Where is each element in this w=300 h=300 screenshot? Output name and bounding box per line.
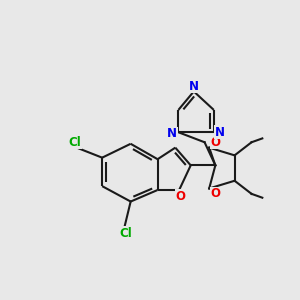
Text: N: N <box>215 126 225 139</box>
Text: N: N <box>167 127 177 140</box>
Text: Cl: Cl <box>120 226 132 240</box>
Text: O: O <box>210 187 220 200</box>
Text: Cl: Cl <box>69 136 82 149</box>
Text: N: N <box>189 80 199 92</box>
Text: O: O <box>176 190 186 203</box>
Text: O: O <box>210 136 220 149</box>
